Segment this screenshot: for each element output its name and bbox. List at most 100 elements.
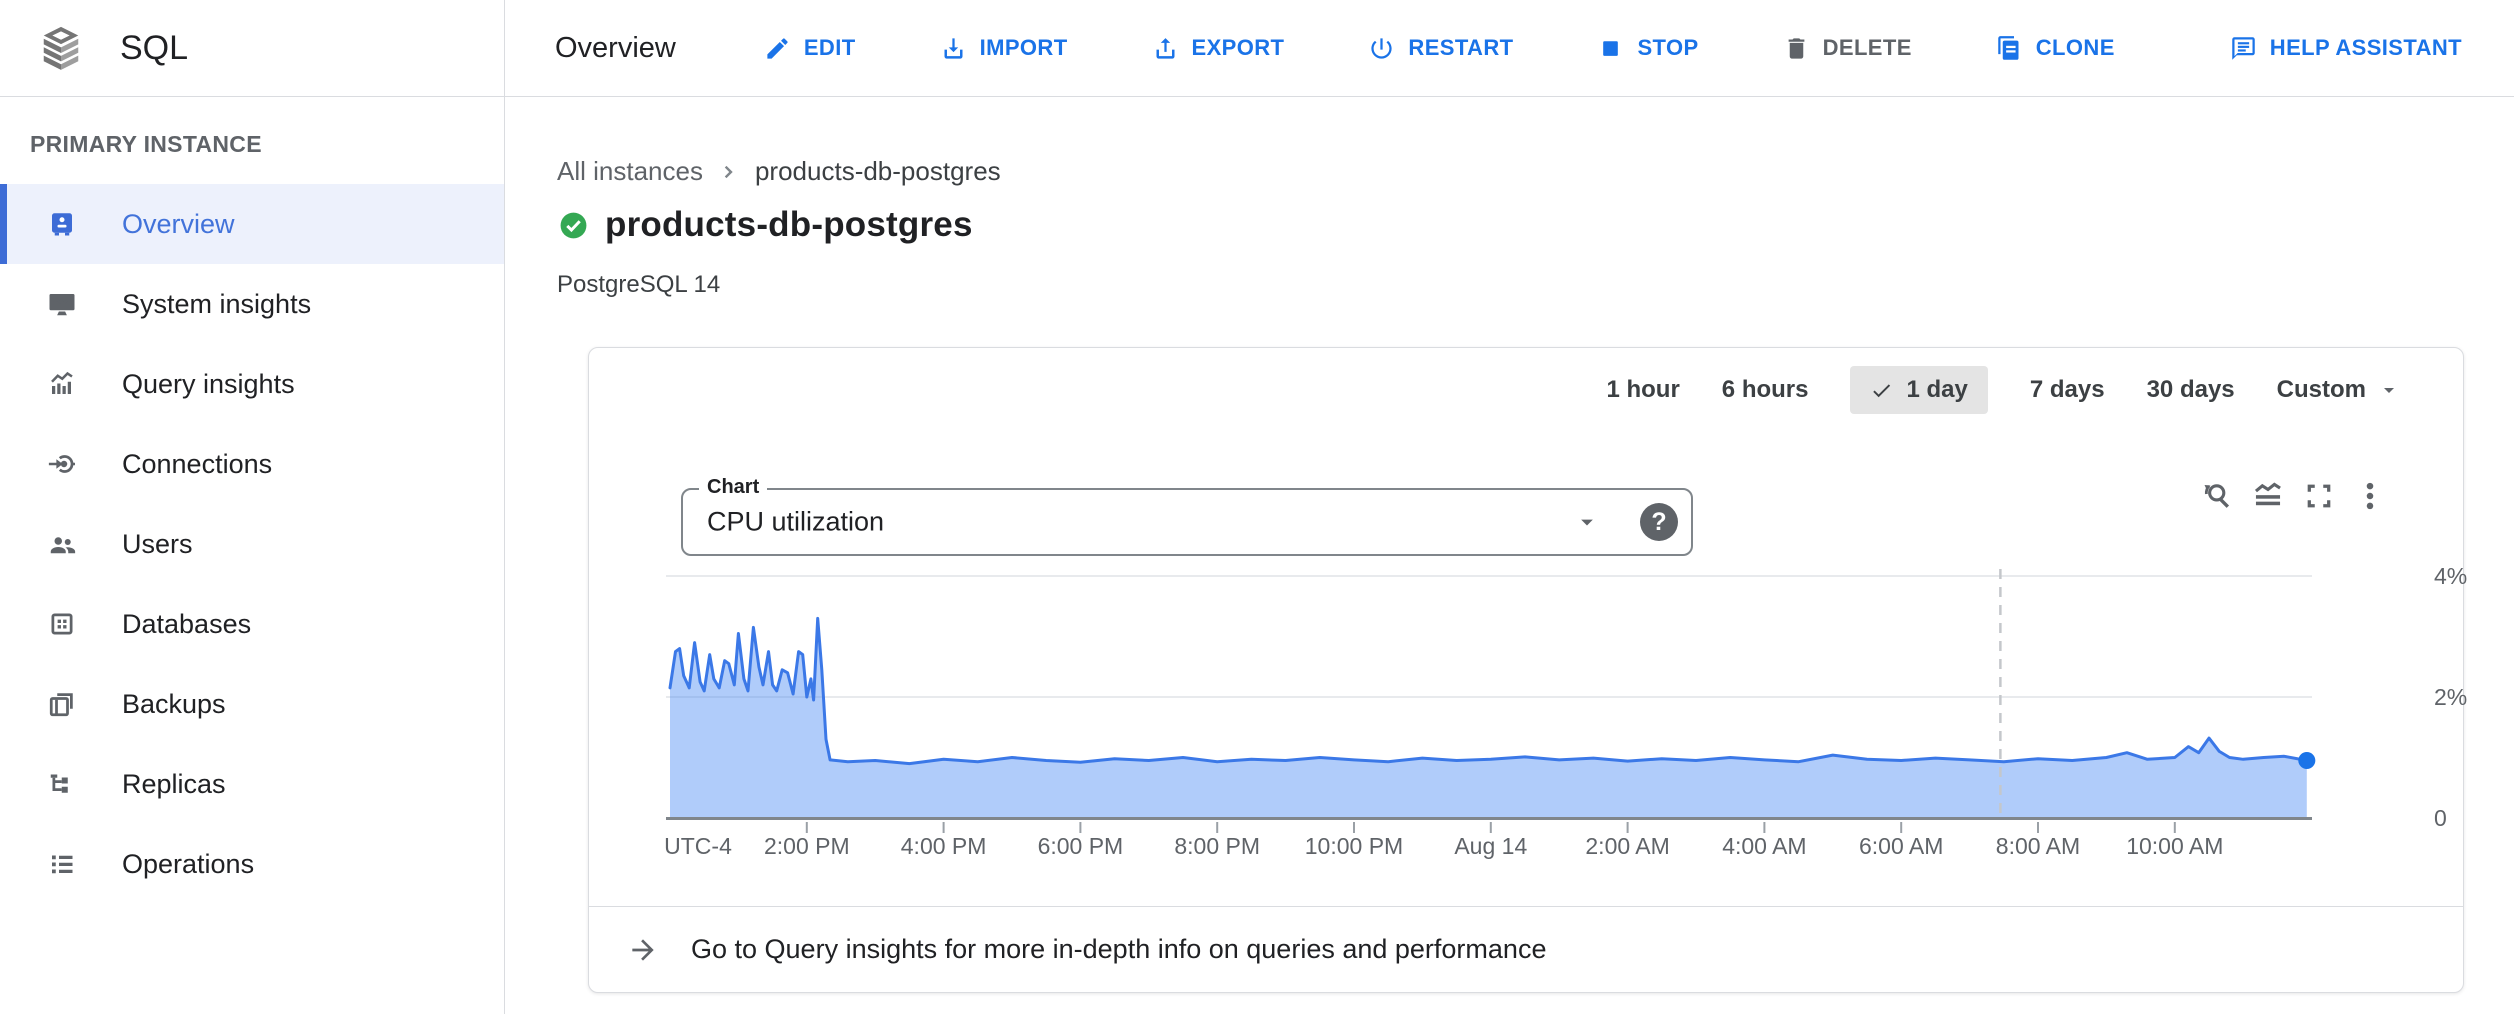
sidebar-item-connections[interactable]: Connections (0, 424, 504, 504)
replicas-icon (50, 774, 68, 793)
query-insights-icon (51, 371, 73, 394)
svg-text:4%: 4% (2434, 563, 2467, 589)
check-icon (1873, 383, 1891, 397)
databases-icon (51, 613, 73, 635)
chart-metric-select[interactable]: Chart CPU utilization ? (681, 476, 1693, 556)
svg-text:8:00 PM: 8:00 PM (1174, 833, 1260, 859)
help-assistant-label: HELP ASSISTANT (2269, 35, 2462, 60)
time-range-option-1-hour[interactable]: 1 hour (1606, 376, 1680, 403)
sidebar-item-replicas[interactable]: Replicas (0, 744, 504, 824)
sidebar-item-label: Overview (122, 208, 235, 239)
status-ok-icon (560, 212, 587, 238)
sidebar-item-overview[interactable]: Overview (0, 184, 504, 264)
time-range-option-custom[interactable]: Custom (2277, 376, 2401, 404)
clone-label: CLONE (2035, 35, 2115, 60)
area-chart-icon (2254, 482, 2281, 506)
svg-text:0: 0 (2434, 805, 2447, 831)
instance-name: products-db-postgres (605, 205, 973, 244)
delete-label: DELETE (1822, 35, 1912, 60)
users-icon (50, 537, 76, 554)
breadcrumb: All instances products-db-postgres (557, 156, 1001, 187)
more-options-button[interactable] (2353, 479, 2387, 513)
sql-database-logo-icon (43, 26, 79, 70)
svg-text:4:00 PM: 4:00 PM (901, 833, 987, 859)
connections-icon (48, 455, 75, 473)
time-range-selector: 1 hour 6 hours 1 day 7 days 30 days Cust… (1606, 366, 2401, 414)
pencil-icon (767, 37, 788, 59)
time-range-selected-label: 1 day (1906, 376, 1968, 403)
import-label: IMPORT (979, 35, 1068, 60)
query-insights-link-label: Go to Query insights for more in-depth i… (691, 934, 1547, 964)
stop-square-icon (1603, 40, 1619, 56)
sidebar-item-label: System insights (122, 288, 312, 319)
instance-actions-toolbar: EDIT IMPORT EXPORT (764, 35, 2514, 62)
metrics-card: 1 hour 6 hours 1 day 7 days 30 days Cust… (588, 347, 2467, 993)
sidebar-item-operations[interactable]: Operations (0, 824, 504, 904)
instance-title-row: products-db-postgres (558, 205, 973, 245)
backups-icon (49, 693, 73, 717)
sidebar-section-title: PRIMARY INSTANCE (30, 131, 262, 157)
sidebar-item-label: Connections (122, 448, 273, 479)
chart-select-value: CPU utilization (707, 506, 885, 537)
kebab-menu-icon (2366, 482, 2374, 510)
caret-down-icon (2384, 388, 2394, 393)
restart-button[interactable]: RESTART (1368, 35, 1513, 62)
svg-text:Aug 14: Aug 14 (1454, 833, 1527, 859)
chart-plot-area[interactable]: 2:00 PM 4:00 PM 6:00 PM 8:00 PM 10:00 PM Aug … (664, 561, 2514, 861)
system-insights-icon (49, 294, 75, 316)
help-assistant-button[interactable]: HELP ASSISTANT (2230, 35, 2462, 62)
export-button[interactable]: EXPORT (1152, 35, 1285, 62)
sidebar: PRIMARY INSTANCE Overview System insight… (0, 97, 505, 1014)
custom-label: Custom (2276, 376, 2366, 403)
svg-text:10:00 PM: 10:00 PM (1305, 833, 1403, 859)
svg-text:UTC-4: UTC-4 (664, 833, 732, 859)
sidebar-item-databases[interactable]: Databases (0, 584, 504, 664)
chart-toolbar (2200, 479, 2387, 513)
metric-help-button[interactable]: ? (1640, 503, 1678, 541)
svg-text:6:00 AM: 6:00 AM (1859, 833, 1943, 859)
sidebar-item-query-insights[interactable]: Query insights (0, 344, 504, 424)
sidebar-item-backups[interactable]: Backups (0, 664, 504, 744)
overview-icon (52, 213, 72, 236)
import-button[interactable]: IMPORT (940, 35, 1068, 62)
reset-zoom-button[interactable] (2200, 479, 2234, 513)
time-range-option-1-day-selected[interactable]: 1 day (1850, 366, 1988, 414)
cpu-utilization-chart: 2:00 PM 4:00 PM 6:00 PM 8:00 PM 10:00 PM Aug … (664, 563, 2467, 859)
chart-select-floating-label: Chart (699, 476, 768, 499)
sql-product-home[interactable]: SQL (0, 0, 505, 96)
database-engine-version: PostgreSQL 14 (557, 271, 721, 298)
export-label: EXPORT (1191, 35, 1285, 60)
sidebar-item-users[interactable]: Users (0, 504, 504, 584)
fullscreen-icon (2307, 484, 2331, 508)
stop-button[interactable]: STOP (1597, 35, 1698, 62)
breadcrumb-all-instances[interactable]: All instances (557, 156, 703, 186)
sidebar-item-label: Users (122, 528, 193, 559)
svg-text:8:00 AM: 8:00 AM (1996, 833, 2080, 859)
svg-text:6:00 PM: 6:00 PM (1038, 833, 1124, 859)
sidebar-item-system-insights[interactable]: System insights (0, 264, 504, 344)
time-range-option-30-days[interactable]: 30 days (2146, 376, 2235, 403)
svg-text:2:00 PM: 2:00 PM (764, 833, 850, 859)
edit-button[interactable]: EDIT (764, 35, 856, 62)
trash-icon (1788, 37, 1804, 59)
query-insights-link[interactable]: Go to Query insights for more in-depth i… (589, 906, 2463, 992)
sidebar-item-label: Replicas (122, 768, 226, 799)
page-title: Overview (555, 31, 676, 64)
chevron-right-icon (724, 165, 733, 178)
sidebar-item-label: Query insights (122, 368, 295, 399)
fullscreen-button[interactable] (2302, 479, 2336, 513)
copy-icon (1998, 35, 2019, 60)
time-range-option-7-days[interactable]: 7 days (2029, 376, 2105, 403)
import-icon (944, 37, 963, 59)
delete-button[interactable]: DELETE (1783, 35, 1912, 62)
export-icon (1156, 37, 1175, 59)
arrow-forward-icon (632, 938, 654, 961)
svg-text:10:00 AM: 10:00 AM (2126, 833, 2223, 859)
operations-icon (52, 855, 73, 874)
stop-label: STOP (1637, 35, 1699, 60)
top-bar: SQL Overview EDIT IMPORT (0, 0, 2514, 97)
area-chart-mode-button[interactable] (2251, 479, 2285, 513)
time-range-option-6-hours[interactable]: 6 hours (1721, 376, 1809, 403)
clone-button[interactable]: CLONE (1996, 35, 2115, 62)
